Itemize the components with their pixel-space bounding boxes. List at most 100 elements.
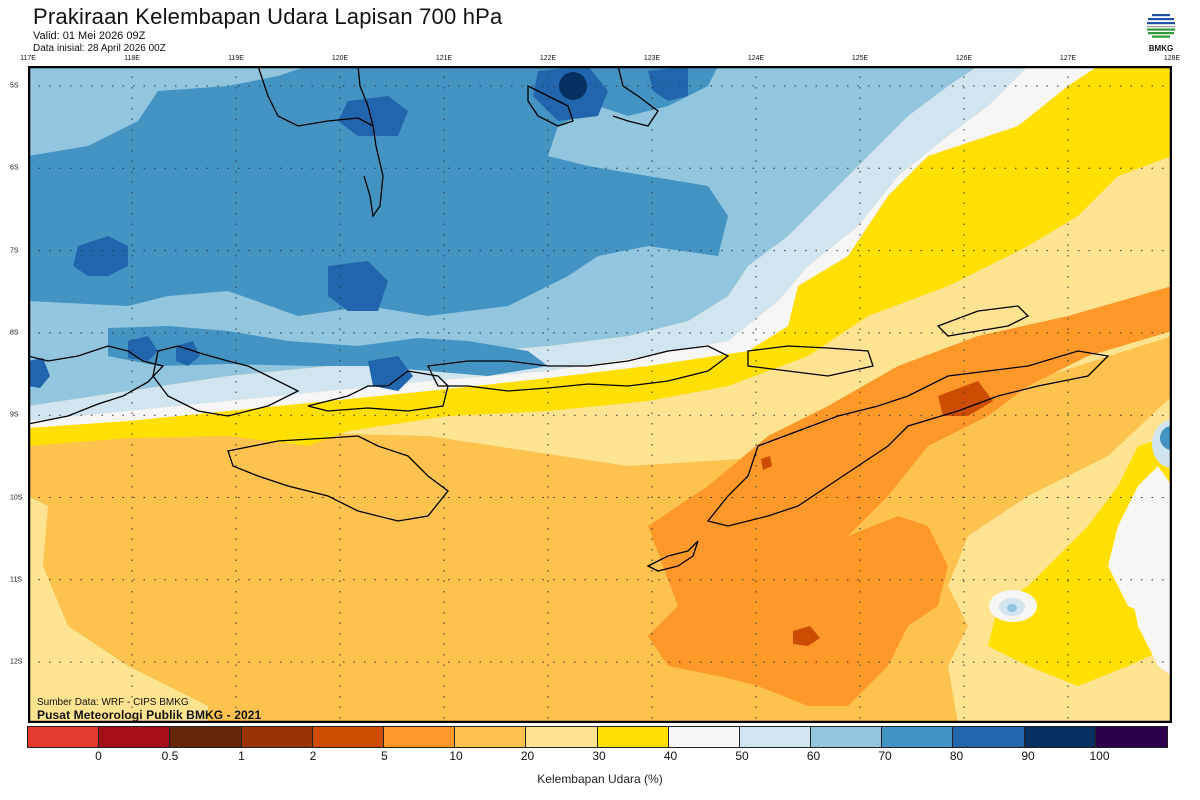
latitude-label: 11S: [10, 576, 22, 584]
rh-80-90-patch-bali: [128, 336, 158, 361]
colorbar-swatch: [99, 727, 171, 747]
rh-40-50-east-lower: [1128, 521, 1172, 676]
longitude-label: 124E: [747, 55, 765, 62]
latitude-label: 5S: [10, 82, 19, 90]
colorbar-tick-label: 70: [878, 749, 892, 763]
coast-alor: [747, 345, 874, 377]
bmkg-logo-icon: [1147, 12, 1175, 40]
colorbar-tick-label: 30: [592, 749, 606, 763]
credits: Sumber Data: WRF - CIPS BMKG Pusat Meteo…: [37, 697, 261, 722]
rh-70-80-spot-east: [1160, 426, 1172, 450]
colorbar-swatch: [241, 727, 313, 747]
colorbar-tick-label: 90: [1021, 749, 1035, 763]
coast-wetar: [936, 305, 1030, 337]
rh-70-80-south: [108, 326, 548, 376]
coast-lombok: [152, 345, 300, 417]
colorbar-swatch: [1095, 727, 1167, 747]
coast-sulawesi: [357, 66, 384, 218]
longitude-label: 121E: [435, 55, 453, 62]
colorbar-swatch: [455, 727, 527, 747]
colorbar-tick-label: 50: [735, 749, 749, 763]
coast-bali: [28, 345, 165, 425]
colorbar-tick-label: 2: [309, 749, 317, 763]
longitude-label: 125E: [851, 55, 869, 62]
colorbar-swatch: [811, 727, 883, 747]
colorbar-swatch: [597, 727, 669, 747]
rh-5-10-timor-band: [648, 286, 1172, 606]
colorbar-swatch: [1024, 727, 1096, 747]
rh-80-90-patch-sulawesi-s: [648, 66, 688, 101]
coast-timor: [706, 350, 1110, 527]
longitude-label: 128E: [1163, 55, 1181, 62]
colorbar-swatch: [526, 727, 598, 747]
coast-sumbawa: [307, 370, 449, 412]
colorbar-title: Kelembapan Udara (%): [537, 772, 663, 786]
longitude-label: 117E: [20, 55, 36, 62]
longitude-label: 122E: [539, 55, 557, 62]
publisher: Pusat Meteorologi Publik BMKG - 2021: [37, 708, 262, 722]
coast-buton: [527, 84, 574, 127]
graticule: [28, 66, 1172, 723]
latitude-label: 12S: [10, 658, 23, 666]
latitude-label: 8S: [10, 329, 19, 337]
rh-80-90-patch-java: [28, 358, 50, 388]
colorbar-tick-label: 40: [663, 749, 678, 763]
latitude-label: 10S: [10, 494, 23, 501]
coast-sumba: [227, 435, 449, 522]
longitude-label: 127E: [1059, 55, 1077, 62]
latitude-label: 7S: [10, 247, 19, 255]
valid-time: Valid: 01 Mei 2026 09Z: [33, 30, 146, 42]
coast-flores: [427, 345, 730, 392]
rh-30-40-southeast: [988, 436, 1172, 686]
rh-5-10-south: [648, 516, 948, 706]
colorbar-swatch: [28, 727, 100, 747]
map-title: Prakiraan Kelembapan Udara Lapisan 700 h…: [33, 4, 503, 29]
colorbar: [27, 726, 1168, 748]
colorbar-tick-label: 60: [806, 749, 821, 763]
rh-80-90-patch-north: [338, 96, 408, 136]
colorbar-tick-label: 1: [238, 749, 245, 763]
colorbar-tick-label: 100: [1089, 749, 1110, 763]
colorbar-swatch: [739, 727, 812, 747]
longitude-label: 119E: [228, 55, 244, 62]
colorbar-swatch: [668, 727, 740, 747]
humidity-map: [28, 66, 1172, 723]
colorbar-tick-label: 5: [381, 749, 388, 763]
init-time: Data inisial: 28 April 2026 00Z: [33, 43, 166, 54]
rh-80-90-patch-center: [328, 261, 388, 311]
colorbar-swatch: [882, 727, 954, 747]
data-source: Sumber Data: WRF - CIPS BMKG: [37, 697, 189, 708]
rh-2-5-patch-west-timor: [761, 456, 772, 470]
colorbar-tick-label: 0: [95, 749, 102, 763]
coast-rote: [646, 540, 699, 572]
colorbar-swatch: [312, 727, 384, 747]
rh-20-30-southwest: [28, 496, 208, 723]
colorbar-tick-label: 0.5: [161, 749, 179, 763]
rh-80-90-patch-west: [73, 236, 128, 276]
latitude-label: 6S: [10, 164, 19, 172]
rh-30-40-band: [28, 66, 1172, 446]
rh-2-5-patch-south: [793, 626, 820, 646]
rh-90-100-patch: [559, 72, 587, 100]
coast-sulawesi-s: [257, 66, 374, 127]
bmkg-logo-text: BMKG: [1148, 44, 1174, 53]
bmkg-logo: BMKG: [1143, 8, 1183, 56]
map-frame: [28, 66, 1172, 723]
longitude-label: 126E: [955, 55, 973, 62]
longitude-label: 123E: [643, 55, 661, 62]
coast-sulawesi-se: [612, 66, 659, 127]
rh-70-80-region: [28, 66, 728, 316]
colorbar-tick-label: 10: [449, 749, 463, 763]
rh-50-60-band: [28, 66, 1028, 421]
longitude-label: 118E: [124, 55, 140, 62]
rh-70-80-spot-se: [1007, 604, 1017, 612]
colorbar-tick-label: 20: [520, 749, 535, 763]
coastlines: [28, 66, 1110, 572]
colorbar-swatch: [383, 727, 456, 747]
rh-80-90-patch-sumbawa: [368, 356, 413, 391]
colorbar-tick-label: 80: [949, 749, 964, 763]
longitude-label: 120E: [331, 55, 349, 62]
latitude-label: 9S: [10, 411, 19, 419]
colorbar-swatch: [953, 727, 1025, 747]
rh-2-5-patch-timor: [938, 381, 993, 416]
